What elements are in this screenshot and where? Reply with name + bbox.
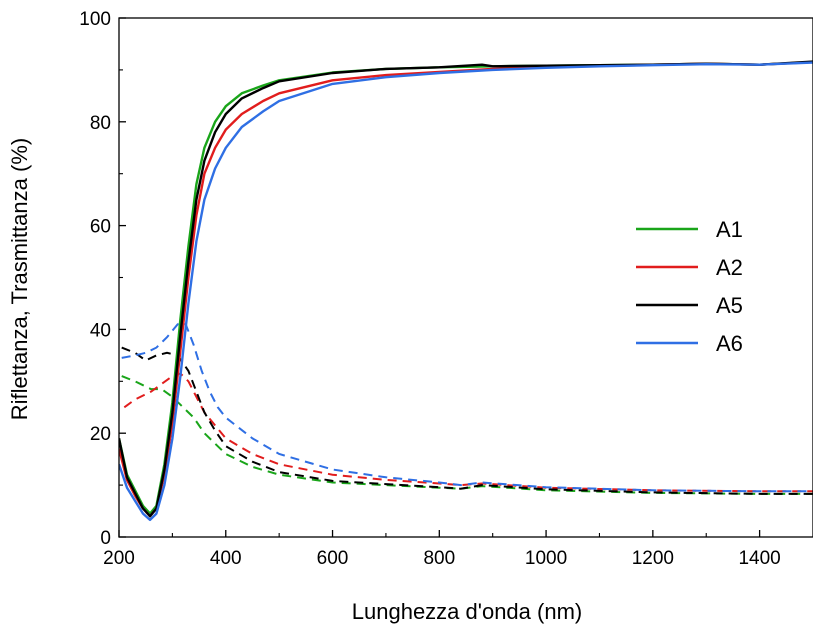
- x-axis-label: Lunghezza d'onda (nm): [352, 599, 582, 624]
- series-a2-transmittance-line: [119, 60, 813, 518]
- series-a6-reflectance-line: [121, 323, 813, 493]
- y-tick-label: 40: [90, 320, 111, 341]
- series-a1-reflectance-line: [121, 375, 813, 495]
- legend-label-a1: A1: [716, 217, 743, 242]
- plot-frame: [118, 17, 813, 538]
- series-a6-transmittance-line: [119, 61, 813, 522]
- x-tick-label: 800: [423, 548, 455, 569]
- ticks-layer: 200 400 600 800 1000 1200 1400 0 20 40 60 80 100: [79, 9, 780, 569]
- y-tick-label: 0: [100, 528, 111, 549]
- x-tick-label: 1200: [632, 548, 674, 569]
- series-a5-reflectance-line: [121, 346, 813, 495]
- x-tick-label: 1400: [738, 548, 780, 569]
- y-axis-label: Riflettanza, Trasmittanza (%): [7, 138, 32, 420]
- legend-label-a6: A6: [716, 331, 743, 356]
- legend: A1 A2 A5 A6: [636, 217, 743, 356]
- series-a5-transmittance-line: [119, 60, 813, 518]
- legend-label-a5: A5: [716, 293, 743, 318]
- series-layer: [119, 60, 813, 522]
- legend-label-a2: A2: [716, 255, 743, 280]
- x-tick-label: 200: [103, 548, 135, 569]
- y-tick-label: 60: [90, 217, 111, 238]
- x-tick-label: 1000: [525, 548, 567, 569]
- x-tick-label: 600: [317, 548, 349, 569]
- y-tick-label: 20: [90, 424, 111, 445]
- series-a2-reflectance-line: [123, 372, 813, 493]
- y-tick-label: 80: [90, 113, 111, 134]
- series-a1-transmittance-line: [119, 60, 813, 515]
- y-tick-label: 100: [79, 9, 111, 30]
- x-tick-label: 400: [210, 548, 242, 569]
